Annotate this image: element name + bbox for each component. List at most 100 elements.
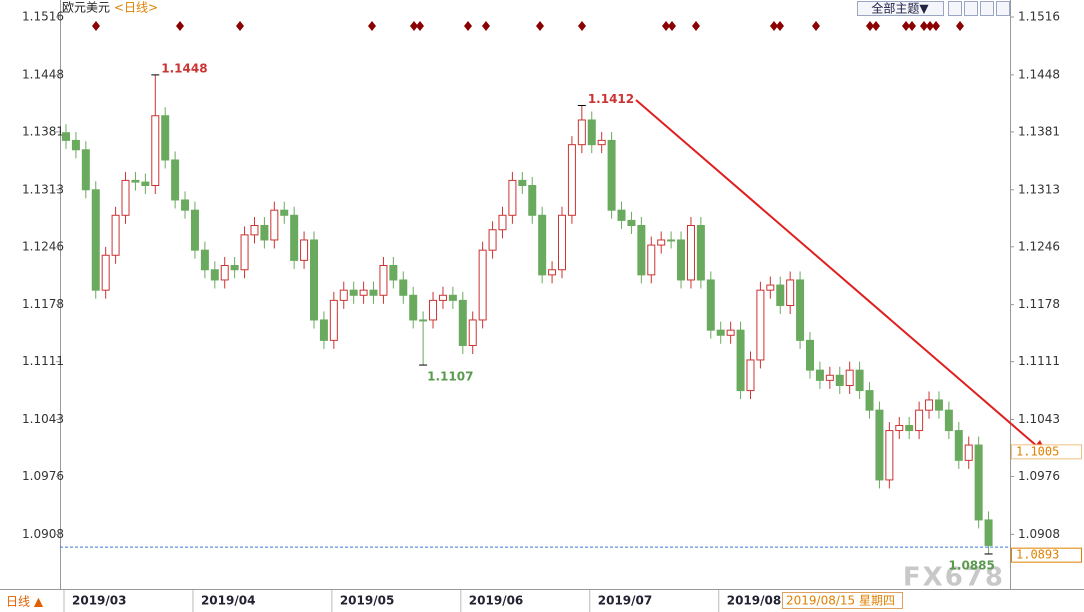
theme-button[interactable]	[857, 1, 944, 16]
candle-body	[726, 329, 735, 336]
candle-body	[667, 239, 676, 242]
y-tick-label-right: 1.1516	[1018, 10, 1060, 24]
tool-button[interactable]	[980, 1, 994, 16]
extreme-label: 1.1412	[588, 92, 634, 106]
candle-body	[964, 444, 973, 461]
candle-body	[131, 179, 140, 183]
candle-body	[498, 214, 507, 231]
candle-body	[101, 254, 110, 291]
candle-body	[835, 374, 844, 386]
candle-body	[389, 264, 398, 281]
candle-body	[151, 115, 160, 187]
x-tick-label: 2019/07	[598, 594, 652, 608]
candle-body	[558, 214, 566, 271]
candle-body	[905, 424, 914, 432]
candle-body	[468, 319, 477, 346]
candle-body	[419, 319, 428, 322]
candle-body	[587, 119, 596, 146]
watermark: FX678	[903, 563, 1005, 593]
candle-body	[280, 209, 289, 216]
event-marker	[236, 21, 244, 31]
period-label: <日线>	[114, 1, 158, 15]
candle-body	[925, 399, 934, 411]
event-marker	[662, 21, 670, 31]
candle-body	[181, 199, 190, 211]
candle-body	[746, 359, 755, 392]
candle-body	[111, 214, 120, 256]
candle-body	[230, 264, 239, 271]
candle-body	[538, 214, 547, 276]
period-indicator[interactable]: 日线 ▲	[6, 595, 44, 609]
candle-body	[429, 299, 438, 321]
candle-body	[210, 269, 219, 281]
y-tick-label: 1.1313	[22, 182, 64, 196]
candle-body	[329, 299, 338, 341]
candle-body	[597, 139, 606, 146]
candle-body	[567, 144, 576, 216]
event-marker	[410, 21, 418, 31]
cursor-date: 2019/08/15 星期四	[786, 594, 895, 608]
tool-button[interactable]	[964, 1, 978, 16]
candle-body	[627, 219, 636, 226]
candle-body	[885, 430, 894, 481]
theme-button-label[interactable]: 全部主题▼	[871, 1, 929, 16]
candle-body	[190, 209, 199, 251]
candle-body	[915, 409, 924, 432]
candle-body	[776, 284, 785, 306]
candle-body	[200, 249, 209, 271]
candle-body	[766, 284, 775, 291]
candle-body	[706, 279, 715, 331]
candle-body	[696, 224, 705, 281]
candle-body	[607, 139, 616, 211]
extreme-label: 1.1107	[427, 370, 473, 384]
candle-body	[508, 179, 517, 216]
y-tick-label-right: 1.1246	[1018, 239, 1060, 253]
y-tick-label-right: 1.1381	[1018, 124, 1060, 138]
candle-body	[865, 390, 874, 411]
y-tick-label: 1.1381	[22, 124, 64, 138]
candle-body	[845, 369, 854, 386]
event-marker	[770, 21, 778, 31]
event-marker	[776, 21, 784, 31]
tool-button[interactable]	[996, 1, 1010, 16]
event-marker	[176, 21, 184, 31]
tool-button[interactable]	[948, 1, 962, 16]
candle-body	[974, 444, 983, 521]
candle-body	[438, 294, 447, 301]
extreme-label: 1.1448	[161, 61, 207, 75]
y-tick-label: 1.1246	[22, 239, 64, 253]
candle-body	[121, 179, 130, 216]
candle-body	[984, 519, 993, 546]
candle-body	[319, 319, 328, 341]
event-marker	[92, 21, 100, 31]
y-tick-label-right: 1.1111	[1018, 354, 1060, 368]
candle-body	[369, 289, 378, 296]
candle-body	[270, 209, 279, 241]
x-tick-label: 2019/04	[201, 594, 255, 608]
candle-body	[647, 244, 656, 276]
event-marker	[536, 21, 544, 31]
candle-body	[657, 239, 666, 246]
candle-body	[240, 234, 249, 271]
y-tick-label-right: 1.1043	[1018, 412, 1060, 426]
y-tick-label-right: 1.0976	[1018, 469, 1060, 483]
candle-body	[349, 289, 358, 296]
candle-body	[796, 279, 805, 341]
candle-body	[548, 269, 557, 276]
candle-body	[409, 294, 418, 321]
candle-body	[62, 132, 70, 141]
trend-arrow	[635, 99, 1039, 448]
candle-body	[399, 279, 408, 296]
candle-body	[806, 339, 814, 371]
candle-body	[478, 249, 487, 321]
current-price-box	[1011, 547, 1082, 563]
candle-body	[786, 279, 795, 306]
event-marker	[692, 21, 700, 31]
candle-body	[617, 209, 626, 221]
candle-body	[250, 224, 259, 236]
event-marker	[416, 21, 424, 31]
candle-body	[716, 329, 725, 336]
candle-body	[91, 189, 100, 291]
candle-body	[637, 224, 646, 276]
x-tick-label: 2019/06	[469, 594, 523, 608]
